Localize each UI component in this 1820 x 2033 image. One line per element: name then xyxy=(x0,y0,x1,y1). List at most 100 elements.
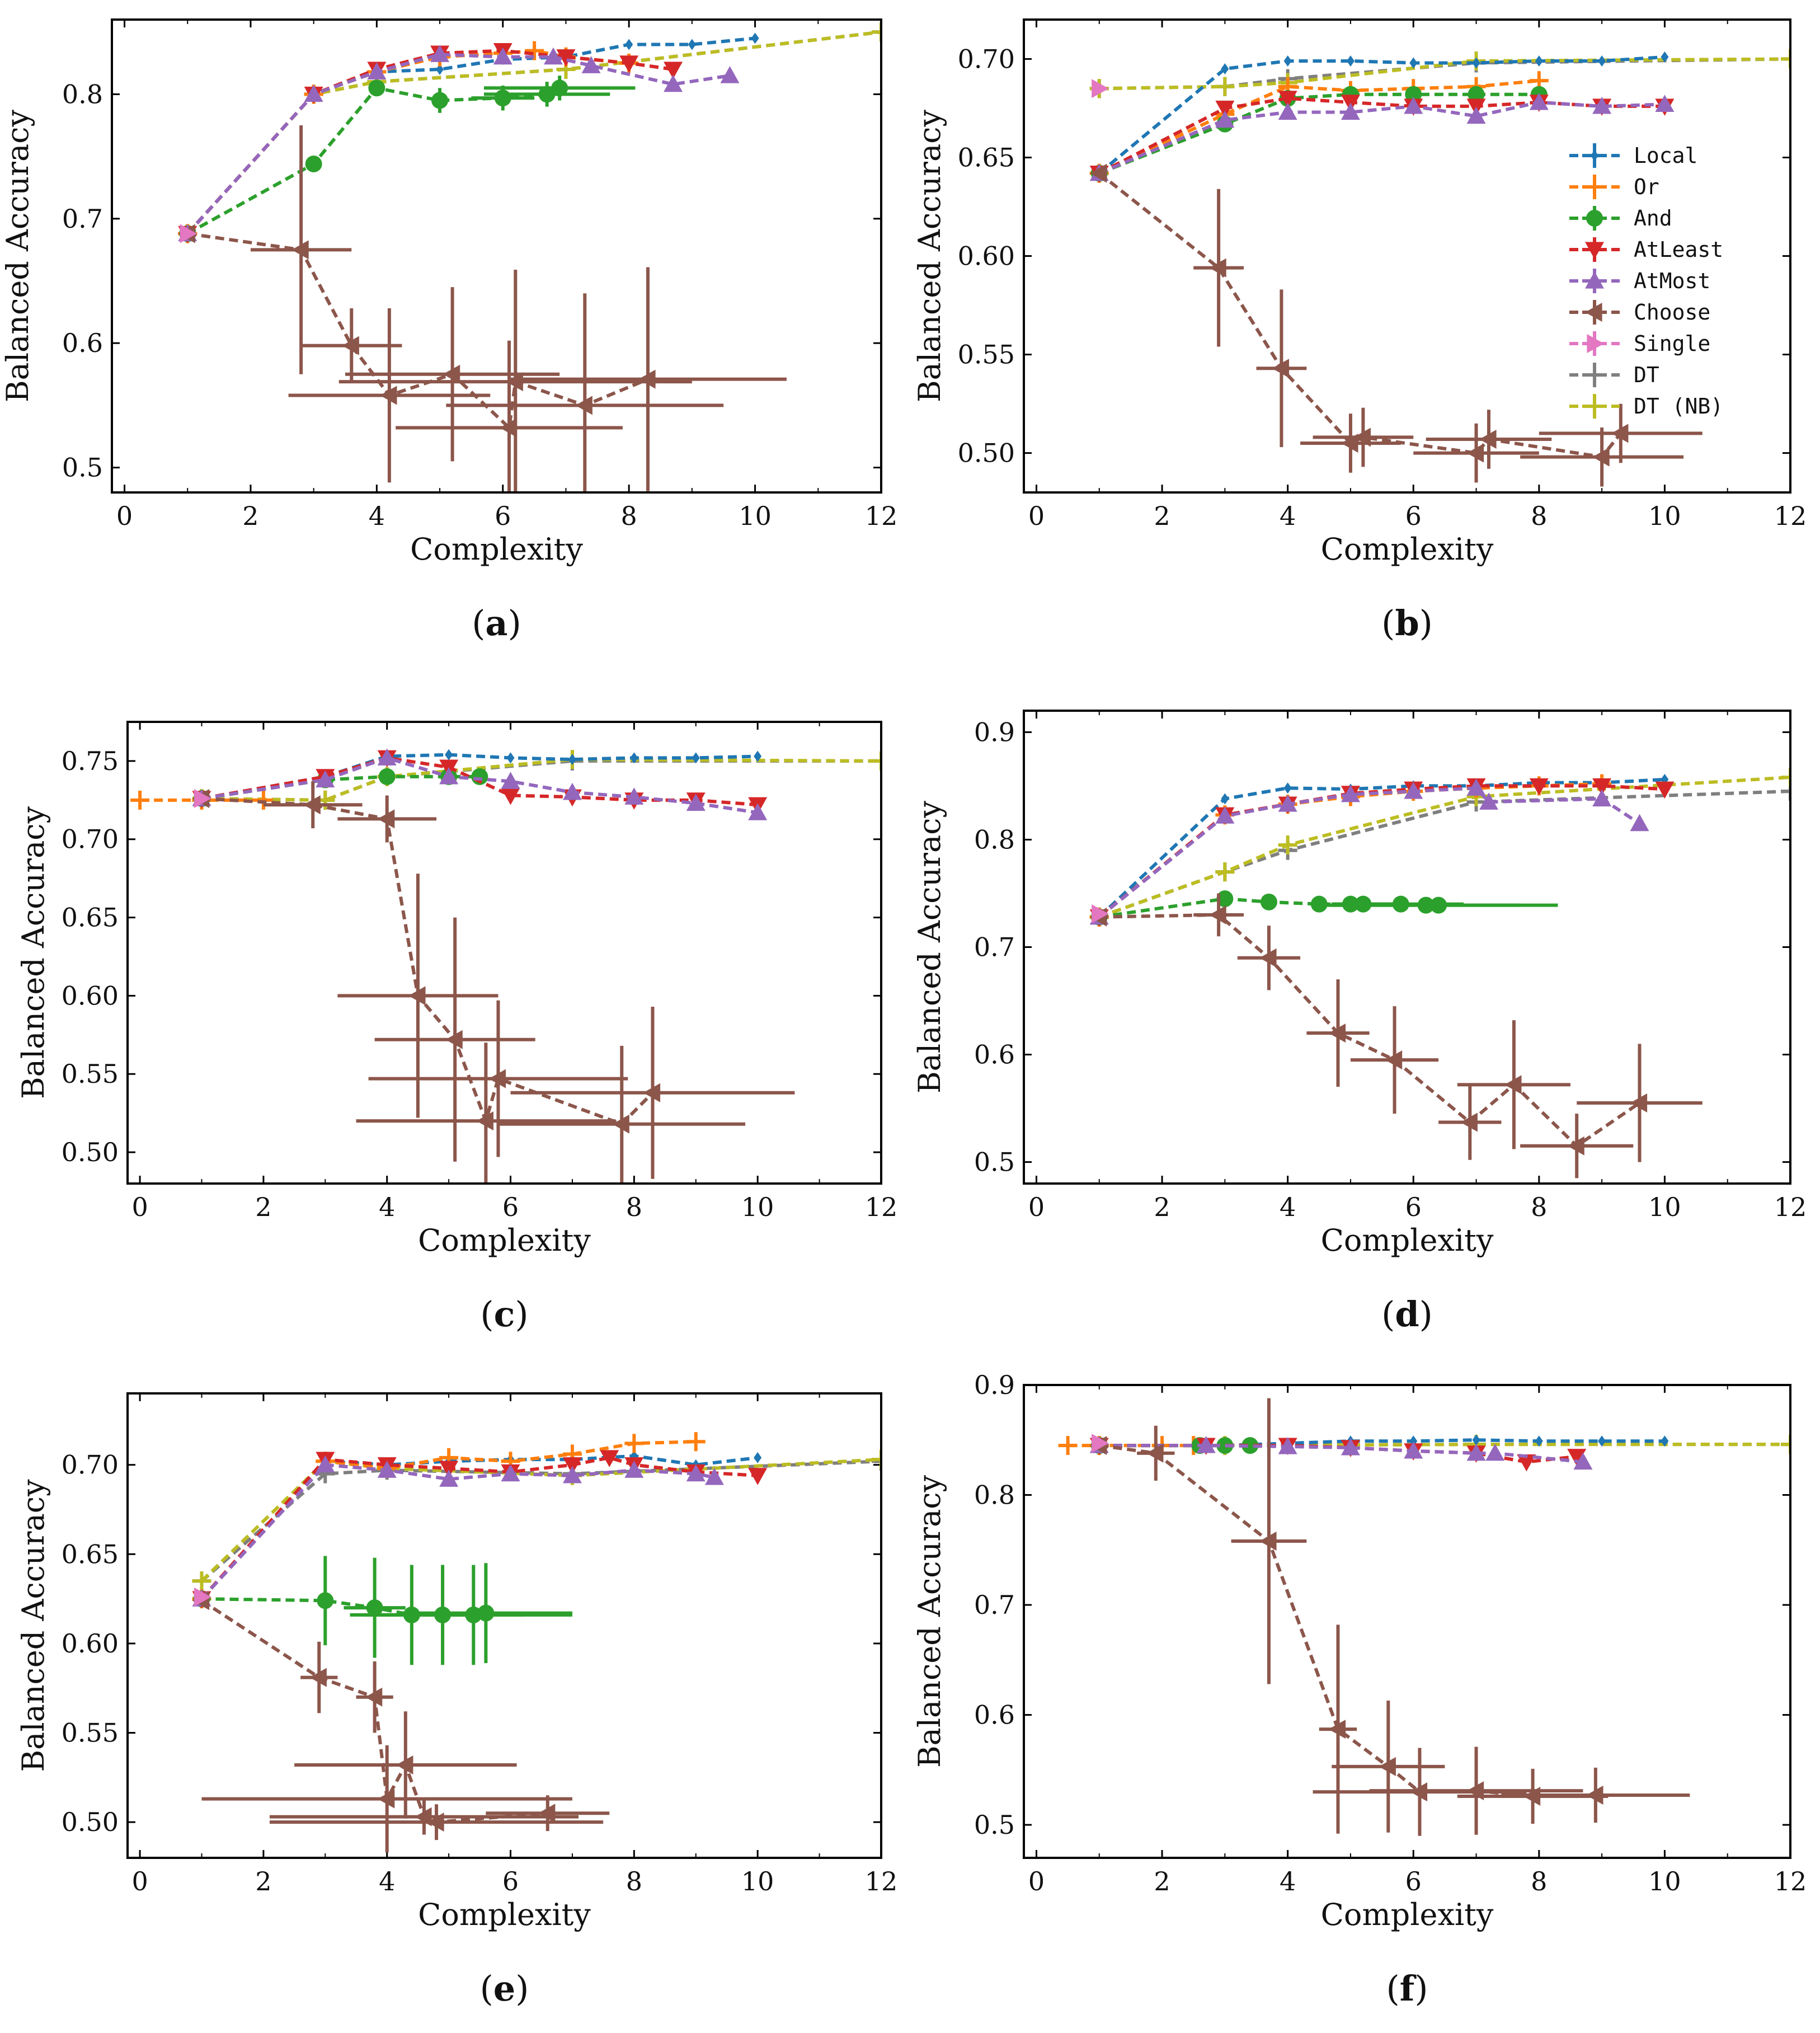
series-line-dt xyxy=(200,1459,881,1583)
data-point-dt-nb xyxy=(1215,862,1235,882)
legend-marker xyxy=(1585,177,1604,196)
data-point-atmost xyxy=(1529,92,1549,110)
series-line-atleast xyxy=(1098,96,1665,175)
series-line-dt xyxy=(186,30,881,235)
x-tick-label: 2 xyxy=(1154,1192,1170,1222)
series-line-local xyxy=(1098,55,1665,175)
y-tick-label: 0.75 xyxy=(62,746,119,776)
data-point-atmost xyxy=(377,1461,397,1478)
series-line-or xyxy=(200,1440,696,1600)
data-point-atmost xyxy=(720,66,740,83)
data-point-choose xyxy=(1089,163,1107,183)
data-point-atmost xyxy=(686,794,706,811)
data-point-atmost xyxy=(1479,792,1498,810)
data-point-atmost xyxy=(704,1468,724,1485)
y-tick-label: 0.9 xyxy=(974,1370,1015,1400)
x-tick-label: 0 xyxy=(1028,1866,1045,1896)
data-point-or xyxy=(130,790,150,810)
data-point-atmost xyxy=(439,767,459,785)
series-single xyxy=(180,224,197,243)
data-point-choose xyxy=(309,1668,327,1687)
data-point-atmost xyxy=(1196,1436,1216,1453)
data-point-atmost xyxy=(562,782,582,800)
series-line-atmost xyxy=(186,53,730,235)
x-tick-label: 6 xyxy=(502,1192,519,1222)
x-tick-label: 8 xyxy=(1531,1866,1547,1896)
panel-c: 0 2 4 6 8 10 12 0.50 0.55 0.60 0.65 0.70 0.75 Complex… xyxy=(16,721,897,1335)
plot-area xyxy=(192,1432,881,1853)
series-choose xyxy=(1089,163,1703,487)
y-tick-label: 0.5 xyxy=(974,1147,1015,1177)
legend-label: AtMost xyxy=(1634,269,1710,293)
data-point-local xyxy=(1598,1435,1606,1447)
data-point-or xyxy=(686,1432,706,1452)
data-point-and xyxy=(1216,1437,1234,1454)
data-point-choose xyxy=(427,1813,444,1832)
data-point-choose xyxy=(575,396,592,415)
data-point-atmost xyxy=(1404,96,1423,114)
axes-frame xyxy=(1023,18,1791,494)
x-tick-label: 10 xyxy=(739,501,772,531)
series-line-dt xyxy=(1098,790,1790,919)
legend-marker xyxy=(1585,397,1604,416)
series-atmost xyxy=(192,748,768,820)
axes-frame xyxy=(126,1392,882,1859)
data-point-dt xyxy=(872,1452,881,1471)
data-point-local xyxy=(1661,1435,1669,1447)
y-tick-label: 0.55 xyxy=(958,340,1015,370)
panel-caption: (c) xyxy=(480,1294,528,1335)
axes-frame xyxy=(126,721,882,1185)
series-and xyxy=(193,1556,572,1665)
data-point-choose xyxy=(1611,424,1629,443)
x-tick-label: 8 xyxy=(1531,501,1547,531)
data-point-choose xyxy=(1328,1720,1346,1739)
data-point-dt-nb xyxy=(872,22,881,42)
data-point-atmost xyxy=(1278,795,1297,812)
series-single xyxy=(194,1587,211,1607)
data-point-choose xyxy=(1209,905,1226,924)
data-point-local xyxy=(1598,55,1606,67)
series-single xyxy=(1092,1434,1109,1453)
legend-marker xyxy=(1585,365,1604,384)
y-tick-label: 0.70 xyxy=(62,824,119,854)
legend: Local Or And AtLeast AtMost Choose Single DT DT … xyxy=(1569,143,1723,419)
data-point-dt xyxy=(1781,782,1790,801)
x-tick-label: 0 xyxy=(131,1192,148,1222)
data-point-choose xyxy=(379,386,397,405)
data-point-and xyxy=(1260,893,1277,910)
data-point-atleast xyxy=(600,1450,619,1467)
data-point-and xyxy=(1468,86,1485,103)
x-tick-label: 10 xyxy=(741,1192,774,1222)
data-point-local xyxy=(1409,57,1418,69)
y-axis-label: Balanced Accuracy xyxy=(16,806,51,1099)
data-point-atmost xyxy=(1466,106,1486,124)
data-point-choose xyxy=(638,369,656,389)
data-point-atmost xyxy=(1630,814,1649,832)
plot-area xyxy=(1089,49,1790,487)
series-choose xyxy=(192,781,795,1184)
data-point-choose xyxy=(1460,1112,1478,1132)
x-tick-label: 4 xyxy=(1280,1866,1296,1896)
data-point-local xyxy=(1472,1434,1480,1446)
data-point-atleast xyxy=(556,49,576,67)
data-point-dt-nb xyxy=(1781,49,1790,69)
y-tick-label: 0.65 xyxy=(62,903,119,933)
x-tick-label: 10 xyxy=(1648,501,1681,531)
series-line-dt-nb xyxy=(186,30,881,235)
data-point-and xyxy=(1241,1437,1259,1454)
panel-a: 0 2 4 6 8 10 12 0.5 0.6 0.7 0.8 Complexity Balanced … xyxy=(0,18,897,644)
series-atmost xyxy=(192,1455,724,1607)
data-point-atmost xyxy=(316,770,335,788)
y-tick-label: 0.60 xyxy=(958,241,1015,271)
legend-marker xyxy=(1585,271,1604,289)
y-axis-label: Balanced Accuracy xyxy=(912,109,947,402)
data-point-and xyxy=(431,92,449,109)
x-tick-label: 12 xyxy=(1774,501,1807,531)
legend-item-choose: Choose xyxy=(1569,300,1710,325)
series-and xyxy=(1090,890,1558,926)
x-tick-label: 2 xyxy=(255,1192,271,1222)
data-point-local xyxy=(1535,55,1543,67)
series-and xyxy=(179,76,636,242)
data-point-atleast xyxy=(619,55,639,73)
